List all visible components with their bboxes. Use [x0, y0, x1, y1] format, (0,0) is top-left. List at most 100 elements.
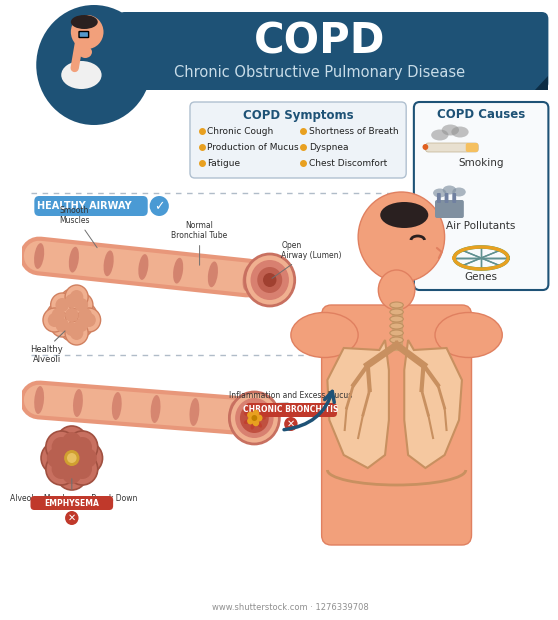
Circle shape: [62, 432, 81, 452]
Ellipse shape: [291, 312, 358, 358]
Circle shape: [245, 254, 295, 306]
Circle shape: [41, 442, 72, 474]
Polygon shape: [328, 340, 389, 468]
Circle shape: [150, 196, 169, 216]
FancyArrowPatch shape: [284, 391, 334, 430]
Text: COPD Symptoms: COPD Symptoms: [243, 108, 353, 122]
Text: Open
Airway (Lumen): Open Airway (Lumen): [272, 241, 341, 278]
Text: ✕: ✕: [68, 513, 76, 523]
Text: www.shutterstock.com · 1276339708: www.shutterstock.com · 1276339708: [211, 603, 368, 613]
Circle shape: [65, 308, 79, 322]
Circle shape: [51, 293, 74, 317]
Text: COPD Causes: COPD Causes: [437, 108, 525, 122]
Circle shape: [83, 313, 96, 327]
Circle shape: [46, 431, 76, 463]
Circle shape: [235, 398, 273, 438]
Ellipse shape: [390, 309, 403, 315]
Ellipse shape: [258, 416, 266, 420]
Circle shape: [78, 308, 100, 332]
Ellipse shape: [112, 392, 122, 420]
Circle shape: [247, 417, 254, 425]
Ellipse shape: [390, 302, 403, 308]
Ellipse shape: [34, 243, 44, 269]
Polygon shape: [535, 76, 549, 90]
Text: Alveolar Membranes Break Down: Alveolar Membranes Break Down: [10, 494, 137, 503]
Text: ✕: ✕: [287, 419, 295, 429]
Ellipse shape: [256, 421, 262, 428]
Circle shape: [55, 318, 69, 332]
Ellipse shape: [442, 125, 459, 136]
Ellipse shape: [34, 386, 44, 414]
Ellipse shape: [228, 401, 238, 429]
Circle shape: [64, 450, 79, 466]
Circle shape: [256, 415, 262, 422]
Text: Genes: Genes: [465, 272, 498, 282]
Text: Fatigue: Fatigue: [207, 159, 240, 167]
Ellipse shape: [390, 316, 403, 322]
Circle shape: [284, 417, 297, 431]
FancyBboxPatch shape: [321, 305, 472, 545]
Circle shape: [78, 448, 97, 468]
Ellipse shape: [442, 185, 456, 195]
Circle shape: [62, 448, 81, 468]
Circle shape: [422, 144, 429, 150]
Circle shape: [55, 298, 69, 312]
Text: COPD: COPD: [254, 21, 386, 63]
Ellipse shape: [244, 419, 251, 424]
Ellipse shape: [71, 15, 98, 29]
FancyBboxPatch shape: [453, 193, 456, 203]
Text: CHRONIC BRONCHITIS: CHRONIC BRONCHITIS: [243, 405, 339, 415]
Ellipse shape: [380, 202, 429, 228]
Circle shape: [70, 326, 83, 340]
FancyBboxPatch shape: [35, 196, 148, 216]
Circle shape: [74, 303, 97, 327]
Text: Healthy
Alveoli: Healthy Alveoli: [31, 345, 63, 365]
FancyBboxPatch shape: [31, 496, 113, 510]
Circle shape: [60, 317, 83, 341]
Ellipse shape: [251, 422, 254, 430]
Circle shape: [73, 459, 92, 479]
Circle shape: [60, 289, 83, 313]
FancyBboxPatch shape: [190, 102, 406, 178]
Text: Dyspnea: Dyspnea: [309, 143, 349, 151]
FancyBboxPatch shape: [425, 143, 478, 152]
Circle shape: [71, 15, 104, 49]
Ellipse shape: [73, 389, 83, 417]
Text: EMPHYSEMA: EMPHYSEMA: [45, 498, 99, 508]
FancyBboxPatch shape: [437, 193, 441, 203]
Ellipse shape: [431, 130, 449, 141]
Circle shape: [247, 412, 254, 418]
Circle shape: [358, 192, 445, 282]
Circle shape: [60, 303, 83, 327]
Circle shape: [257, 267, 282, 293]
Circle shape: [65, 321, 88, 345]
Circle shape: [75, 318, 88, 332]
Circle shape: [229, 392, 280, 444]
Ellipse shape: [173, 258, 183, 283]
Circle shape: [56, 442, 87, 474]
Text: Smoking: Smoking: [458, 158, 504, 168]
Ellipse shape: [256, 409, 262, 415]
Circle shape: [67, 431, 98, 463]
Polygon shape: [404, 340, 462, 468]
Ellipse shape: [435, 312, 502, 358]
Ellipse shape: [251, 406, 254, 414]
Text: Chronic Cough: Chronic Cough: [207, 126, 273, 136]
Circle shape: [252, 410, 259, 417]
Ellipse shape: [138, 254, 148, 280]
FancyBboxPatch shape: [79, 32, 89, 37]
Text: Air Pollutants: Air Pollutants: [446, 221, 516, 231]
Ellipse shape: [61, 61, 102, 89]
Text: HEALTHY AIRWAY: HEALTHY AIRWAY: [37, 201, 132, 211]
Ellipse shape: [390, 330, 403, 336]
Text: Chronic Obstructive Pulmonary Disease: Chronic Obstructive Pulmonary Disease: [174, 66, 465, 81]
FancyBboxPatch shape: [445, 193, 449, 203]
Text: ✓: ✓: [154, 200, 165, 213]
Text: Smooth
Muscles: Smooth Muscles: [60, 206, 97, 248]
Text: Shortness of Breath: Shortness of Breath: [309, 126, 399, 136]
Circle shape: [65, 294, 79, 308]
Circle shape: [56, 426, 87, 458]
Circle shape: [70, 293, 93, 317]
Ellipse shape: [69, 247, 79, 273]
Circle shape: [79, 308, 92, 322]
